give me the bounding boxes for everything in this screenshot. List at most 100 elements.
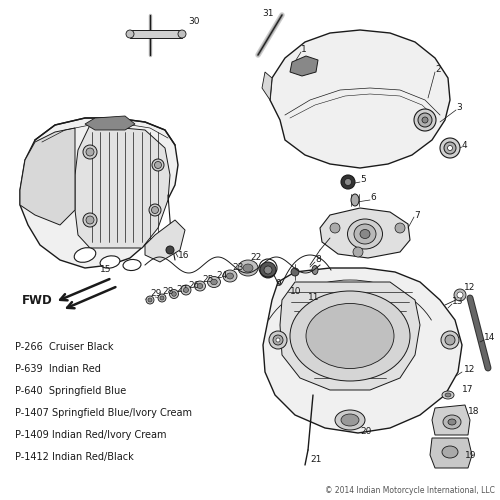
- Ellipse shape: [181, 285, 191, 295]
- Text: 5: 5: [360, 176, 366, 184]
- Ellipse shape: [273, 335, 283, 345]
- Polygon shape: [270, 30, 450, 168]
- Ellipse shape: [276, 338, 280, 342]
- Ellipse shape: [445, 393, 451, 397]
- Text: 3: 3: [456, 104, 462, 112]
- Polygon shape: [290, 56, 318, 76]
- Ellipse shape: [441, 331, 459, 349]
- Ellipse shape: [454, 289, 466, 301]
- Text: 31: 31: [262, 10, 274, 18]
- Ellipse shape: [414, 109, 436, 131]
- Text: 12: 12: [464, 366, 475, 374]
- Text: FWD: FWD: [22, 294, 53, 306]
- Ellipse shape: [443, 415, 461, 429]
- Text: 7: 7: [414, 210, 420, 220]
- Text: P-1409 Indian Red/Ivory Cream: P-1409 Indian Red/Ivory Cream: [15, 430, 167, 440]
- Ellipse shape: [158, 294, 166, 302]
- Text: 23: 23: [232, 264, 243, 272]
- Text: © 2014 Indian Motorcycle International, LLC: © 2014 Indian Motorcycle International, …: [325, 486, 495, 495]
- Ellipse shape: [442, 446, 458, 458]
- Text: 13: 13: [452, 298, 464, 306]
- Ellipse shape: [148, 298, 152, 302]
- Text: P-266  Cruiser Black: P-266 Cruiser Black: [15, 342, 114, 352]
- Ellipse shape: [264, 266, 272, 274]
- Ellipse shape: [341, 414, 359, 426]
- Ellipse shape: [149, 204, 161, 216]
- Ellipse shape: [269, 331, 287, 349]
- Text: 14: 14: [484, 334, 496, 342]
- Text: 22: 22: [250, 254, 261, 262]
- Ellipse shape: [422, 117, 428, 123]
- Ellipse shape: [154, 162, 162, 168]
- Ellipse shape: [395, 223, 405, 233]
- Ellipse shape: [440, 138, 460, 158]
- Text: 21: 21: [310, 456, 322, 464]
- Polygon shape: [430, 438, 472, 468]
- Text: P-639  Indian Red: P-639 Indian Red: [15, 364, 101, 374]
- Ellipse shape: [335, 410, 365, 430]
- Text: 25: 25: [202, 276, 213, 284]
- Ellipse shape: [445, 335, 455, 345]
- Ellipse shape: [260, 262, 276, 278]
- Ellipse shape: [444, 142, 456, 154]
- Text: 12: 12: [464, 284, 475, 292]
- Ellipse shape: [100, 256, 120, 268]
- Ellipse shape: [74, 248, 96, 262]
- Ellipse shape: [172, 292, 176, 296]
- Text: 20: 20: [360, 428, 372, 436]
- Text: 11: 11: [308, 294, 320, 302]
- Ellipse shape: [457, 292, 463, 298]
- Ellipse shape: [123, 260, 141, 270]
- Text: 29: 29: [150, 290, 162, 298]
- Ellipse shape: [448, 146, 452, 150]
- Text: 9: 9: [275, 280, 281, 288]
- Ellipse shape: [330, 223, 340, 233]
- Polygon shape: [130, 30, 182, 38]
- Ellipse shape: [442, 391, 454, 399]
- Ellipse shape: [160, 296, 164, 300]
- Ellipse shape: [226, 273, 234, 279]
- Text: P-640  Springfield Blue: P-640 Springfield Blue: [15, 386, 126, 396]
- Ellipse shape: [166, 246, 174, 254]
- Text: P-1412 Indian Red/Black: P-1412 Indian Red/Black: [15, 452, 134, 462]
- Text: 16: 16: [178, 250, 190, 260]
- Ellipse shape: [348, 219, 382, 249]
- Text: 24: 24: [216, 270, 227, 280]
- Ellipse shape: [344, 178, 352, 186]
- Ellipse shape: [83, 213, 97, 227]
- Text: 27: 27: [176, 284, 188, 294]
- Ellipse shape: [353, 247, 363, 257]
- Text: 28: 28: [162, 288, 173, 296]
- Ellipse shape: [211, 279, 217, 285]
- Text: 6: 6: [370, 194, 376, 202]
- Text: 15: 15: [100, 266, 112, 274]
- Ellipse shape: [238, 260, 258, 276]
- Text: 19: 19: [465, 452, 476, 460]
- Ellipse shape: [341, 175, 355, 189]
- Ellipse shape: [146, 296, 154, 304]
- Ellipse shape: [86, 148, 94, 156]
- Polygon shape: [85, 116, 135, 130]
- Text: P-1407 Springfield Blue/Ivory Cream: P-1407 Springfield Blue/Ivory Cream: [15, 408, 192, 418]
- Ellipse shape: [306, 304, 394, 368]
- Ellipse shape: [178, 30, 186, 38]
- Ellipse shape: [351, 194, 359, 206]
- Ellipse shape: [184, 288, 188, 292]
- Ellipse shape: [152, 159, 164, 171]
- Text: 30: 30: [188, 18, 200, 26]
- Ellipse shape: [86, 216, 94, 224]
- Ellipse shape: [354, 224, 376, 244]
- Ellipse shape: [418, 113, 432, 127]
- Polygon shape: [20, 128, 75, 225]
- Text: 10: 10: [290, 288, 302, 296]
- Polygon shape: [263, 268, 462, 433]
- Text: 18: 18: [468, 408, 479, 416]
- Ellipse shape: [170, 290, 178, 298]
- Text: 26: 26: [188, 280, 200, 289]
- Ellipse shape: [208, 276, 220, 287]
- Ellipse shape: [197, 284, 203, 288]
- Ellipse shape: [194, 281, 205, 291]
- Polygon shape: [320, 208, 410, 258]
- Polygon shape: [432, 405, 470, 435]
- Ellipse shape: [290, 291, 410, 381]
